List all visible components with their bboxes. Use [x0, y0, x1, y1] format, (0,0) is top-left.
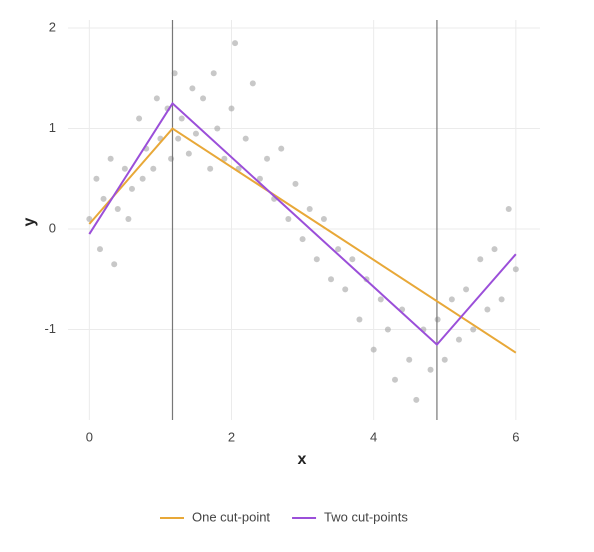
point — [434, 316, 441, 323]
point — [192, 130, 199, 137]
point — [207, 165, 214, 172]
point — [96, 246, 103, 253]
point — [185, 150, 192, 157]
point — [384, 326, 391, 333]
point — [463, 286, 470, 293]
point — [406, 356, 413, 363]
point — [150, 165, 157, 172]
point — [100, 195, 107, 202]
x-axis-title: x — [298, 451, 307, 468]
series-line — [88, 101, 517, 347]
point — [335, 246, 342, 253]
point — [221, 155, 228, 162]
point — [214, 125, 221, 132]
point — [171, 70, 178, 77]
point — [93, 175, 100, 182]
point — [320, 215, 327, 222]
point — [448, 296, 455, 303]
x-tick-label: 2 — [228, 429, 235, 444]
point — [356, 316, 363, 323]
point — [306, 205, 313, 212]
point — [299, 236, 306, 243]
point — [139, 175, 146, 182]
point — [328, 276, 335, 283]
point — [86, 215, 93, 222]
point — [427, 366, 434, 373]
point — [391, 376, 398, 383]
point — [413, 396, 420, 403]
point — [498, 296, 505, 303]
point — [168, 155, 175, 162]
point — [256, 175, 263, 182]
y-axis-title: y — [21, 217, 38, 226]
point — [136, 115, 143, 122]
point — [477, 256, 484, 263]
x-tick-label: 6 — [512, 429, 519, 444]
point — [491, 246, 498, 253]
point — [210, 70, 217, 77]
point — [128, 185, 135, 192]
point — [455, 336, 462, 343]
point — [200, 95, 207, 102]
point — [107, 155, 114, 162]
point — [249, 80, 256, 87]
point — [313, 256, 320, 263]
legend-label: One cut-point — [192, 509, 270, 524]
point — [512, 266, 519, 273]
point — [189, 85, 196, 92]
point — [111, 261, 118, 268]
point — [441, 356, 448, 363]
point — [175, 135, 182, 142]
point — [505, 205, 512, 212]
point — [377, 296, 384, 303]
point — [292, 180, 299, 187]
y-tick-label: 1 — [49, 120, 56, 135]
y-tick-label: 0 — [49, 220, 56, 235]
point — [242, 135, 249, 142]
point — [232, 40, 239, 47]
point — [121, 165, 128, 172]
point — [228, 105, 235, 112]
point — [470, 326, 477, 333]
point — [370, 346, 377, 353]
point — [153, 95, 160, 102]
y-tick-label: 2 — [49, 19, 56, 34]
point — [349, 256, 356, 263]
x-tick-label: 4 — [370, 429, 377, 444]
point — [342, 286, 349, 293]
x-tick-label: 0 — [86, 429, 93, 444]
point — [178, 115, 185, 122]
y-tick-label: -1 — [44, 321, 56, 336]
point — [484, 306, 491, 313]
point — [125, 215, 132, 222]
point — [264, 155, 271, 162]
point — [278, 145, 285, 152]
point — [285, 215, 292, 222]
point — [114, 205, 121, 212]
legend-label: Two cut-points — [324, 509, 408, 524]
